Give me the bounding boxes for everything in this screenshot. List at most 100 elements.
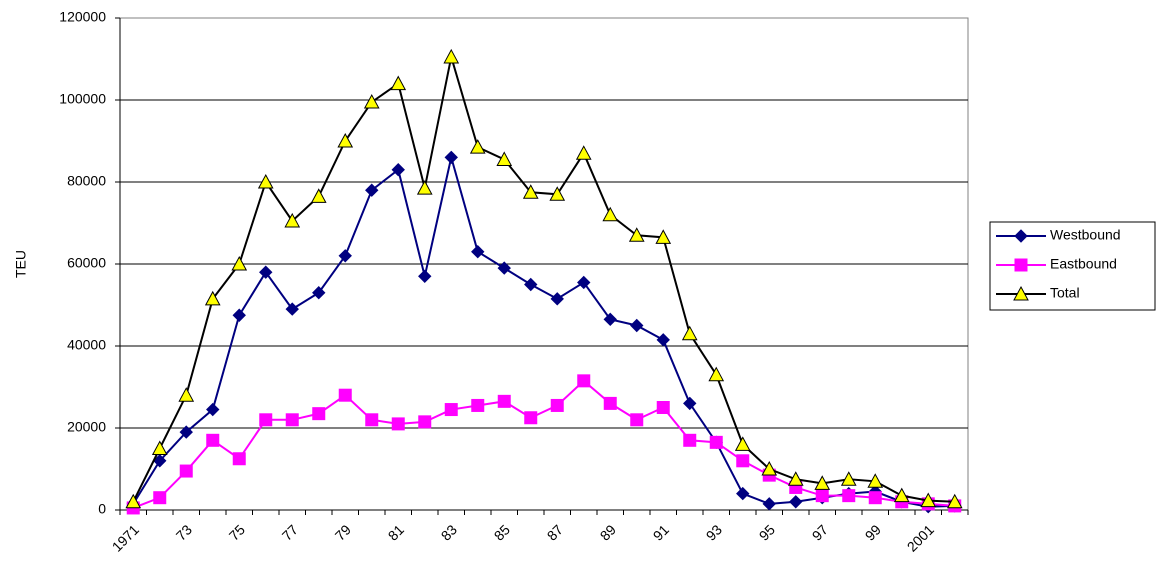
x-tick-label: 77 [279, 521, 301, 543]
marker [655, 229, 672, 244]
marker [391, 417, 405, 431]
marker [497, 394, 511, 408]
x-tick-label: 93 [703, 521, 725, 543]
marker [312, 407, 326, 421]
marker [231, 255, 248, 271]
marker [683, 433, 697, 447]
x-tick-label: 81 [385, 521, 407, 543]
marker [708, 366, 725, 382]
marker [736, 486, 750, 501]
marker [257, 173, 274, 189]
x-tick-label: 91 [650, 521, 672, 543]
x-tick-label: 89 [597, 521, 619, 543]
y-tick-label: 20000 [67, 419, 106, 435]
marker [787, 471, 804, 486]
marker [365, 183, 379, 197]
y-tick-label: 120000 [59, 9, 106, 25]
marker [789, 495, 803, 509]
y-tick-label: 60000 [67, 255, 106, 271]
marker [179, 464, 193, 478]
marker [577, 275, 591, 290]
marker [630, 318, 644, 333]
marker [312, 285, 326, 300]
x-tick-label: 73 [173, 521, 195, 543]
marker [868, 491, 882, 505]
marker [469, 139, 486, 154]
marker [206, 402, 220, 417]
marker [285, 302, 299, 316]
marker [444, 403, 458, 417]
marker [603, 312, 617, 327]
marker [656, 401, 670, 414]
marker [550, 292, 564, 306]
marker [363, 93, 380, 109]
marker [603, 396, 617, 410]
marker [681, 325, 698, 341]
legend-label: Westbound [1050, 227, 1121, 243]
legend-label: Eastbound [1050, 256, 1117, 272]
marker [232, 308, 246, 322]
marker [285, 413, 299, 427]
marker [734, 436, 751, 451]
marker [893, 487, 910, 503]
marker [1013, 285, 1029, 301]
marker [761, 460, 778, 476]
marker [815, 489, 829, 503]
marker [575, 145, 592, 160]
marker [259, 265, 273, 279]
marker [736, 454, 750, 468]
marker [204, 290, 221, 306]
x-tick-label: 85 [491, 521, 513, 543]
x-tick-label: 1971 [109, 521, 142, 554]
x-tick-label: 83 [438, 521, 460, 543]
marker [628, 227, 645, 242]
marker [418, 415, 432, 429]
marker [683, 396, 697, 411]
marker [522, 184, 539, 199]
marker [524, 411, 538, 425]
marker [151, 440, 168, 455]
x-tick-label: 95 [756, 521, 778, 543]
y-tick-label: 80000 [67, 173, 106, 189]
marker [206, 433, 220, 447]
marker [153, 454, 167, 468]
y-axis-title: TEU [13, 250, 29, 278]
marker [656, 333, 670, 347]
marker [814, 475, 831, 490]
x-tick-label: 97 [809, 521, 831, 543]
marker [310, 188, 327, 203]
marker [867, 473, 884, 488]
marker [840, 471, 857, 486]
marker [471, 244, 485, 259]
marker [496, 151, 513, 166]
marker [259, 413, 273, 427]
marker [549, 186, 566, 201]
marker [602, 206, 619, 222]
marker [338, 249, 352, 263]
marker [842, 489, 856, 503]
x-tick-label: 87 [544, 521, 566, 543]
marker [179, 425, 193, 439]
x-tick-label: 99 [862, 521, 884, 543]
marker [471, 398, 485, 412]
x-tick-label: 75 [226, 521, 248, 543]
marker [497, 261, 511, 275]
marker [390, 75, 407, 91]
marker [550, 398, 564, 412]
marker [762, 497, 776, 511]
marker [365, 413, 379, 427]
marker [709, 435, 723, 449]
marker [630, 413, 644, 427]
marker [284, 212, 301, 228]
marker [443, 48, 460, 64]
y-tick-label: 0 [98, 501, 106, 517]
x-tick-label: 2001 [904, 521, 937, 554]
marker [1014, 229, 1028, 243]
marker [1014, 258, 1028, 272]
y-tick-label: 40000 [67, 337, 106, 353]
marker [178, 387, 195, 402]
x-tick-label: 79 [332, 521, 354, 543]
marker [418, 269, 432, 284]
marker [416, 180, 433, 195]
